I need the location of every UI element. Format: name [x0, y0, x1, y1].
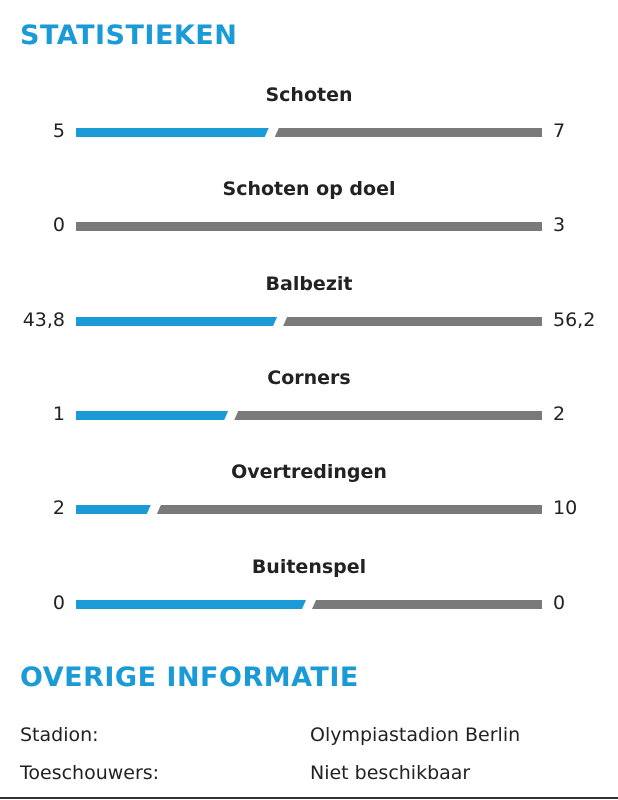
stat-home-value: 5 [52, 120, 65, 142]
stat-corners: Corners 1 2 [0, 367, 618, 437]
stat-label: Balbezit [265, 273, 353, 295]
stat-away-value: 2 [553, 403, 566, 425]
stat-bar [76, 317, 542, 326]
info-value: Niet beschikbaar [310, 762, 471, 784]
stat-bar-home [76, 505, 151, 514]
stat-bar-home [76, 411, 228, 420]
info-row-stadium: Stadion: Olympiastadion Berlin [0, 724, 618, 750]
stat-home-value: 43,8 [22, 309, 65, 331]
stat-shots-on-target: Schoten op doel 0 3 [0, 178, 618, 248]
stat-bar-away [234, 411, 542, 420]
info-row-attendance: Toeschouwers: Niet beschikbaar [0, 762, 618, 788]
stat-offside: Buitenspel 0 0 [0, 556, 618, 626]
stat-home-value: 0 [52, 592, 65, 614]
stat-label: Schoten op doel [222, 178, 396, 200]
stat-label: Schoten [265, 84, 353, 106]
stat-bar [76, 128, 542, 137]
other-info-heading: OVERIGE INFORMATIE [20, 662, 359, 693]
stat-bar [76, 505, 542, 514]
stat-bar-home [76, 317, 277, 326]
stat-away-value: 7 [553, 120, 566, 142]
stat-shots: Schoten 5 7 [0, 84, 618, 154]
stat-away-value: 56,2 [553, 309, 596, 331]
stat-bar-home [76, 128, 269, 137]
stat-away-value: 0 [553, 592, 566, 614]
stat-away-value: 10 [553, 497, 578, 519]
stat-label: Corners [267, 367, 351, 389]
info-value: Olympiastadion Berlin [310, 724, 521, 746]
stat-bar [76, 222, 542, 231]
info-key: Stadion: [20, 724, 99, 746]
stat-home-value: 0 [52, 214, 65, 236]
stat-fouls: Overtredingen 2 10 [0, 461, 618, 531]
stat-home-value: 2 [52, 497, 65, 519]
stat-bar [76, 411, 542, 420]
bottom-divider [0, 797, 618, 799]
statistics-heading: STATISTIEKEN [20, 20, 238, 51]
stat-bar-away [283, 317, 542, 326]
stat-bar-away [76, 222, 542, 231]
stat-bar-home [76, 600, 306, 609]
stat-away-value: 3 [553, 214, 566, 236]
stat-bar-away [156, 505, 542, 514]
stat-bar [76, 600, 542, 609]
stat-bar-away [274, 128, 542, 137]
stat-label: Buitenspel [251, 556, 367, 578]
stat-possession: Balbezit 43,8 56,2 [0, 273, 618, 343]
stat-label: Overtredingen [231, 461, 387, 483]
stat-bar-away [312, 600, 542, 609]
stat-home-value: 1 [52, 403, 65, 425]
info-key: Toeschouwers: [20, 762, 160, 784]
